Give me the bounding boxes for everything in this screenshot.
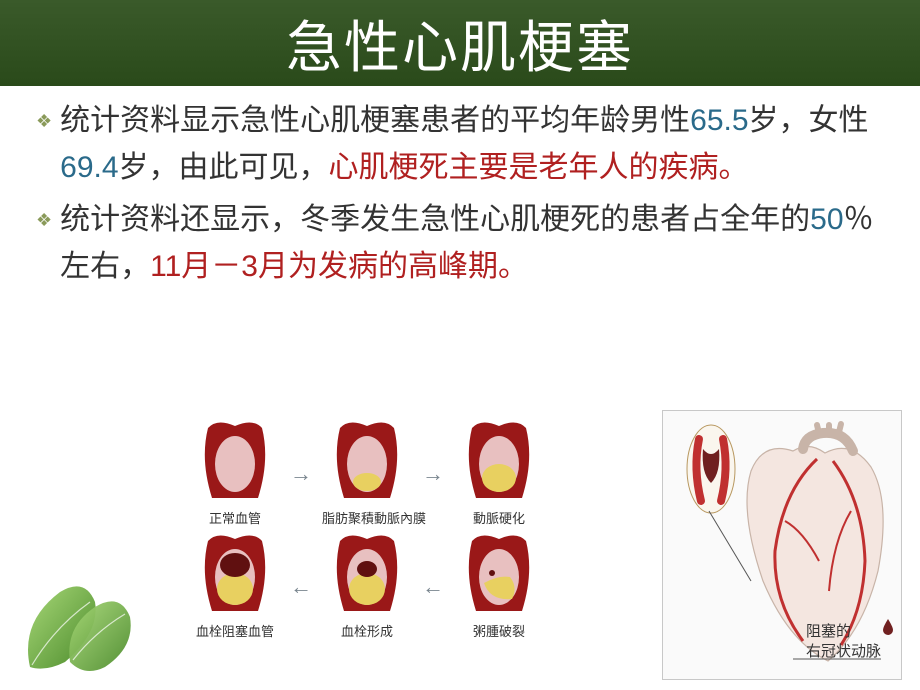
bullet-marker-icon: ❖ — [36, 108, 52, 136]
arrow-right-icon: → — [422, 461, 444, 487]
vessel-stage-1: 正常血管 — [190, 420, 280, 527]
vessel-stage-4: 粥腫破裂 — [454, 533, 544, 640]
bullet-2-text: 统计资料还显示，冬季发生急性心肌梗死的患者占全年的50％左右，11月－3月为发病… — [60, 197, 884, 290]
arrow-left-icon: ← — [422, 574, 444, 600]
arrow-left-icon: ← — [290, 574, 312, 600]
vessel-stage-5: 血栓形成 — [322, 533, 412, 640]
vessel-stage-2: 脂肪聚積動脈內膜 — [322, 420, 412, 527]
bullet-2: ❖ 统计资料还显示，冬季发生急性心肌梗死的患者占全年的50％左右，11月－3月为… — [36, 197, 884, 290]
atherosclerosis-process: 正常血管 → 脂肪聚積動脈內膜 → 動脈硬化 血栓 — [190, 420, 640, 680]
clot-icon — [881, 619, 895, 635]
heart-label: 阻塞的 右冠状动脉 — [806, 622, 881, 661]
arrow-right-icon: → — [290, 461, 312, 487]
heart-diagram: 阻塞的 右冠状动脉 — [662, 410, 902, 680]
leaf-icon — [10, 572, 160, 682]
vessel-stage-6: 血栓阻塞血管 — [190, 533, 280, 640]
title-banner: 急性心肌梗塞 — [0, 0, 920, 86]
bullet-1: ❖ 统计资料显示急性心肌梗塞患者的平均年龄男性65.5岁，女性69.4岁，由此可… — [36, 98, 884, 191]
slide-title: 急性心肌梗塞 — [286, 3, 634, 84]
vessel-stage-3: 動脈硬化 — [454, 420, 544, 527]
content-area: ❖ 统计资料显示急性心肌梗塞患者的平均年龄男性65.5岁，女性69.4岁，由此可… — [0, 86, 920, 290]
figure-area: 正常血管 → 脂肪聚積動脈內膜 → 動脈硬化 血栓 — [0, 400, 920, 690]
bullet-marker-icon: ❖ — [36, 207, 52, 235]
bullet-1-text: 统计资料显示急性心肌梗塞患者的平均年龄男性65.5岁，女性69.4岁，由此可见，… — [60, 98, 884, 191]
